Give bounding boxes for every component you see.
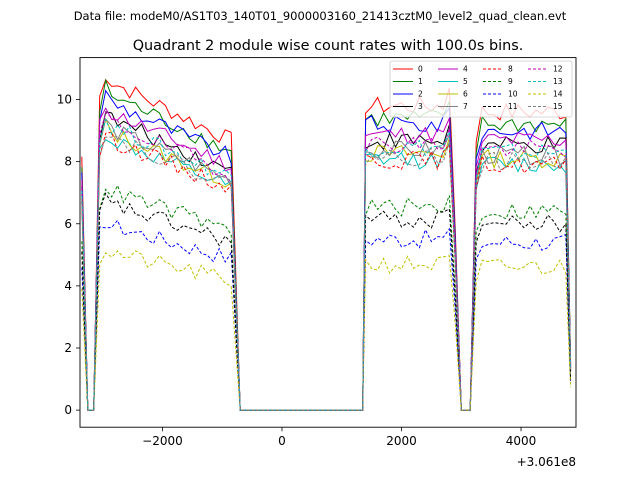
legend-label-9: 9	[508, 77, 513, 86]
legend-label-14: 14	[553, 90, 563, 99]
series-line-4	[81, 107, 572, 411]
y-tick-label: 2	[64, 341, 72, 355]
legend-box	[389, 60, 573, 118]
y-axis: 0 2 4 6 8 10	[57, 93, 80, 417]
series-line-9	[81, 184, 572, 411]
legend-label-12: 12	[553, 65, 563, 74]
legend-label-2: 2	[418, 90, 423, 99]
legend-label-6: 6	[463, 90, 468, 99]
legend-label-5: 5	[463, 77, 468, 86]
legend-label-13: 13	[553, 77, 563, 86]
legend-label-8: 8	[508, 65, 513, 74]
series-line-11	[81, 192, 572, 411]
legend-label-15: 15	[553, 102, 563, 111]
x-tick-label: −2000	[142, 434, 183, 448]
x-tick-label: 2000	[386, 434, 417, 448]
series-line-13	[81, 117, 572, 411]
x-tick-label: 0	[278, 434, 286, 448]
y-tick-label: 8	[64, 155, 72, 169]
series-line-1	[81, 78, 572, 411]
series-line-3	[81, 111, 572, 411]
series-line-7	[81, 118, 572, 411]
series-line-2	[81, 89, 572, 411]
legend-label-7: 7	[463, 102, 468, 111]
legend-label-3: 3	[418, 102, 423, 111]
legend-label-10: 10	[508, 90, 518, 99]
legend-label-11: 11	[508, 102, 518, 111]
y-tick-label: 10	[57, 93, 72, 107]
series-line-5	[81, 138, 572, 411]
chart-title: Quadrant 2 module wise count rates with …	[133, 38, 524, 54]
y-tick-label: 0	[64, 403, 72, 417]
plot-frame	[79, 57, 577, 428]
series-line-8	[81, 131, 572, 411]
x-axis: −2000 0 2000 4000	[142, 427, 536, 448]
series-line-10	[81, 219, 572, 411]
y-tick-label: 6	[64, 217, 72, 231]
series-line-15	[81, 136, 572, 411]
series-line-6	[81, 117, 572, 411]
y-tick-label: 4	[64, 279, 72, 293]
suptitle: Data file: modeM0/AS1T03_140T01_90000031…	[74, 9, 567, 23]
x-offset-label: +3.061e8	[517, 455, 576, 469]
legend-label-4: 4	[463, 65, 468, 74]
series-line-12	[81, 111, 572, 411]
series-layer	[81, 78, 572, 411]
x-tick-label: 4000	[506, 434, 537, 448]
legend-label-1: 1	[418, 77, 423, 86]
legend-label-0: 0	[418, 65, 423, 74]
series-line-14	[81, 250, 572, 411]
